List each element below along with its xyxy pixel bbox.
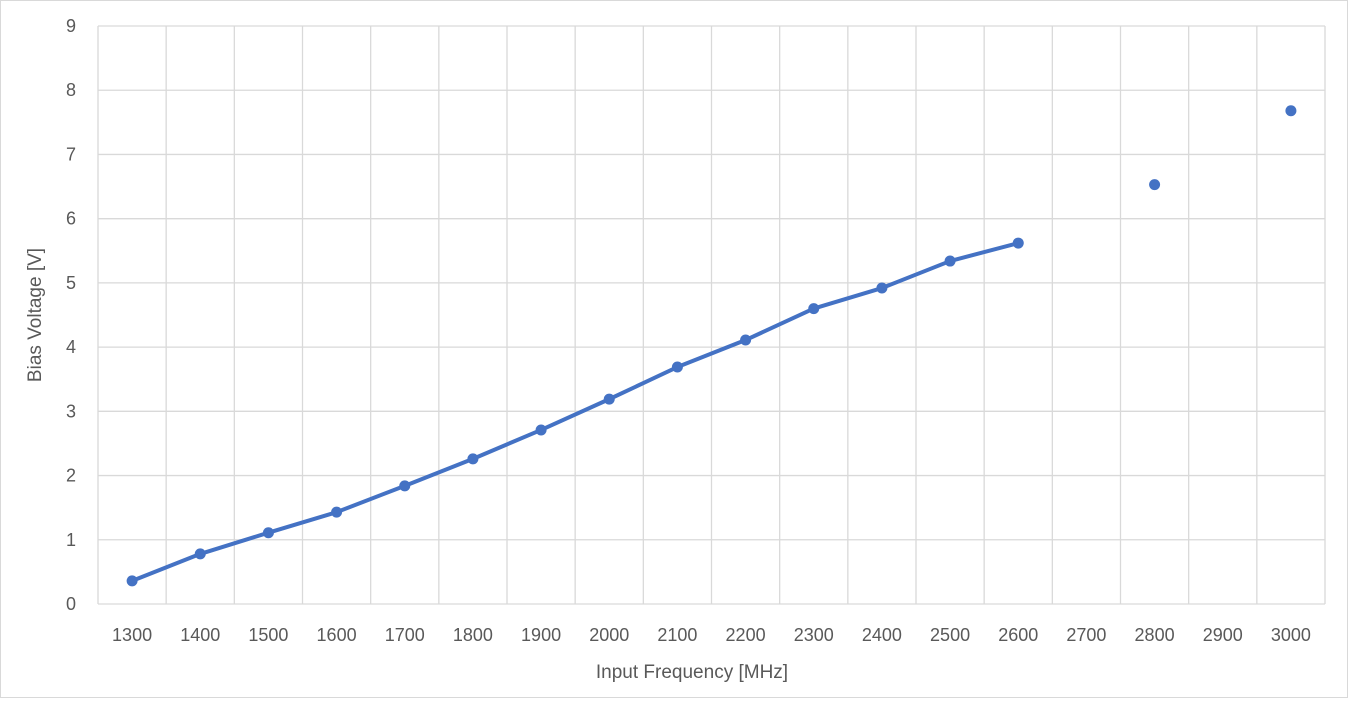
x-tick-label: 3000 (1271, 625, 1311, 645)
x-axis-tick-labels: 1300 1400 1500 1600 1700 1800 1900 2000 2100 2200… (112, 625, 1311, 645)
data-point-marker (671, 361, 683, 373)
x-axis-title: Input Frequency [MHz] (596, 662, 788, 683)
data-point-marker (331, 506, 343, 518)
series-line (130, 241, 1021, 583)
x-tick-label: 1500 (248, 625, 288, 645)
x-tick-label: 2700 (1066, 625, 1106, 645)
x-tick-label: 2300 (794, 625, 834, 645)
data-point-marker (740, 334, 752, 346)
data-point-marker (126, 575, 138, 587)
y-tick-label: 1 (66, 530, 76, 550)
x-tick-label: 2800 (1135, 625, 1175, 645)
x-tick-label: 2100 (657, 625, 697, 645)
y-axis-title: Bias Voltage [V] (25, 248, 46, 382)
data-point-marker (603, 393, 615, 405)
x-tick-label: 2500 (930, 625, 970, 645)
x-tick-label: 2000 (589, 625, 629, 645)
y-tick-label: 8 (66, 80, 76, 100)
data-point-marker (399, 480, 411, 492)
data-point-marker (876, 282, 888, 294)
data-point-marker (1012, 237, 1024, 249)
data-series (126, 105, 1297, 587)
x-tick-label: 2600 (998, 625, 1038, 645)
data-point-marker (535, 424, 547, 436)
x-tick-label: 1600 (317, 625, 357, 645)
data-point-marker (1149, 179, 1161, 191)
data-point-marker (194, 548, 206, 560)
data-point-marker (808, 303, 820, 315)
data-point-marker (262, 527, 274, 539)
x-tick-label: 1800 (453, 625, 493, 645)
data-point-marker (1285, 105, 1297, 117)
x-tick-label: 2900 (1203, 625, 1243, 645)
data-point-marker (467, 453, 479, 465)
y-tick-label: 9 (66, 16, 76, 36)
x-tick-label: 1700 (385, 625, 425, 645)
y-tick-label: 5 (66, 273, 76, 293)
y-tick-label: 4 (66, 337, 76, 357)
y-axis-tick-labels: 0 1 2 3 4 5 6 7 8 9 (66, 16, 76, 614)
y-tick-label: 7 (66, 144, 76, 164)
x-tick-label: 2400 (862, 625, 902, 645)
y-tick-label: 2 (66, 466, 76, 486)
x-tick-label: 2200 (726, 625, 766, 645)
x-tick-label: 1400 (180, 625, 220, 645)
y-tick-label: 3 (66, 401, 76, 421)
y-tick-label: 0 (66, 594, 76, 614)
x-tick-label: 1300 (112, 625, 152, 645)
x-tick-label: 1900 (521, 625, 561, 645)
gridlines (97, 25, 1326, 605)
y-tick-label: 6 (66, 209, 76, 229)
data-point-marker (944, 255, 956, 267)
